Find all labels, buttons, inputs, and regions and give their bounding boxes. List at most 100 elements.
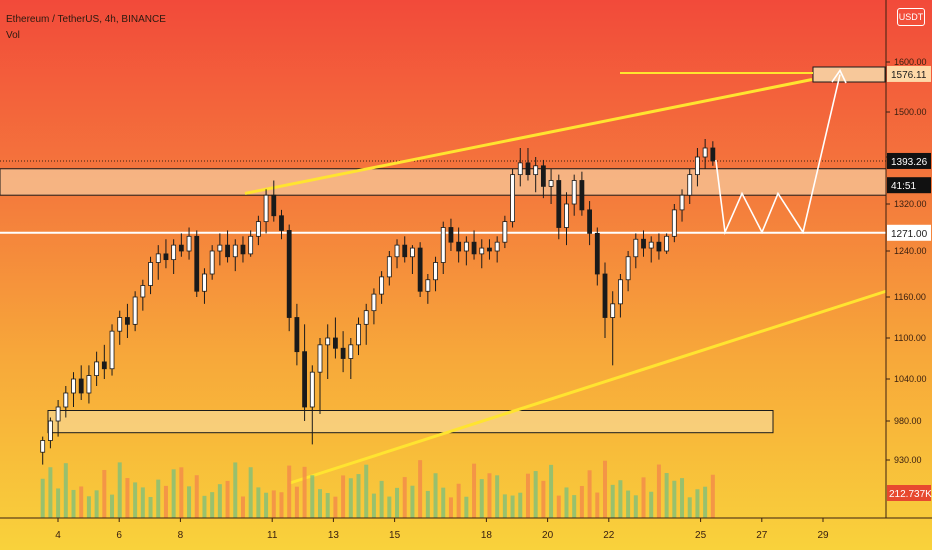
volume-bar [379, 480, 384, 518]
candle-body [348, 344, 354, 359]
volume-bar [595, 492, 600, 518]
candle-body [656, 241, 662, 252]
volume-bar [210, 492, 215, 518]
volume-bar [680, 478, 685, 518]
volume-bar [171, 469, 176, 518]
candle-body [302, 351, 307, 408]
target-price-tag-bg [887, 65, 931, 82]
time-tick-label: 6 [116, 530, 122, 541]
volume-bar [217, 484, 222, 518]
candle-body [456, 241, 462, 252]
candle-body [525, 162, 531, 176]
volume-bar [356, 474, 361, 518]
candle-body [571, 180, 577, 205]
candle-body [448, 227, 454, 243]
price-tick-label: 930.00 [894, 455, 922, 465]
candle-body [487, 247, 492, 252]
candle-body [240, 244, 246, 255]
candle-body [625, 256, 631, 281]
volume-bar [533, 471, 538, 518]
time-tick-label: 13 [328, 530, 340, 541]
volume-bar [294, 486, 299, 518]
time-tick-label: 29 [817, 530, 829, 541]
volume-bar [479, 479, 484, 518]
volume-bar [395, 487, 400, 518]
volume-bar [541, 480, 546, 518]
time-tick-label: 15 [389, 530, 401, 541]
candle-body [633, 238, 639, 258]
candle-body [48, 420, 53, 441]
volume-bar [695, 489, 700, 518]
candle-body [463, 241, 469, 252]
candle-body [556, 180, 562, 228]
candle-body [386, 256, 392, 278]
volume-bar [233, 462, 238, 518]
candle-body [178, 244, 184, 252]
countdown-tag: 41:51 [891, 181, 916, 192]
candle-body [417, 247, 423, 292]
candle-body [232, 244, 238, 258]
volume-bar [649, 491, 654, 518]
candle-body [333, 337, 338, 349]
candle-body [263, 194, 269, 223]
candle-body [63, 392, 69, 408]
candle-body [533, 165, 539, 176]
price-tick-label: 1600.00 [894, 57, 927, 67]
candle-body [517, 162, 523, 176]
candle-body [86, 375, 92, 394]
volume-bar [110, 494, 115, 518]
upper-trendline [244, 78, 813, 195]
projection-arrow [831, 68, 847, 84]
currency-button[interactable]: USDT [897, 8, 925, 26]
volume-bar [425, 490, 430, 518]
candle-body [687, 174, 693, 196]
price-tick-label: 1040.00 [894, 374, 927, 384]
volume-bar [371, 493, 376, 518]
candle-body [309, 371, 315, 408]
volume-bar [610, 484, 615, 518]
volume-bar [310, 475, 315, 518]
volume-bar [179, 467, 184, 518]
volume-bar [495, 475, 500, 518]
current-price-tag: 1393.26 [891, 157, 928, 168]
candle-body [363, 310, 369, 325]
volume-bar [256, 487, 261, 518]
volume-bar [464, 496, 469, 518]
candle-body [587, 209, 592, 234]
volume-bar [472, 463, 477, 518]
volume-bar [279, 492, 284, 518]
candle-body [155, 253, 161, 263]
countdown-tag-bg [887, 177, 931, 194]
volume-bar [364, 464, 369, 518]
volume-bar [387, 496, 392, 518]
candle-body [695, 156, 700, 176]
volume-bar [525, 473, 530, 518]
candle-body [564, 203, 569, 228]
volume-bar [564, 487, 569, 518]
time-tick-label: 11 [267, 530, 278, 541]
volume-bar [587, 470, 592, 518]
time-tick-label: 22 [603, 530, 615, 541]
lower-trendline [289, 289, 887, 485]
candle-body [425, 279, 431, 292]
candle-body [679, 194, 685, 211]
volume-bar [626, 490, 631, 518]
support-price-tag: 1271.00 [891, 229, 928, 240]
volume-bar [86, 496, 91, 518]
volume-bar [317, 489, 322, 518]
candle-body [109, 330, 115, 370]
symbol-title: Ethereum / TetherUS, 4h, BINANCE [6, 14, 166, 25]
candle-body [410, 247, 415, 258]
candle-body [510, 174, 515, 223]
candle-body [702, 147, 708, 158]
volume-bar [325, 492, 330, 518]
candle-body [602, 273, 608, 318]
candle-body [540, 165, 546, 187]
volume-bar [333, 496, 338, 518]
candle-body [494, 241, 500, 252]
resistance-zone [0, 168, 887, 196]
candle-body [325, 337, 331, 346]
price-tick-label: 1240.00 [894, 246, 927, 256]
